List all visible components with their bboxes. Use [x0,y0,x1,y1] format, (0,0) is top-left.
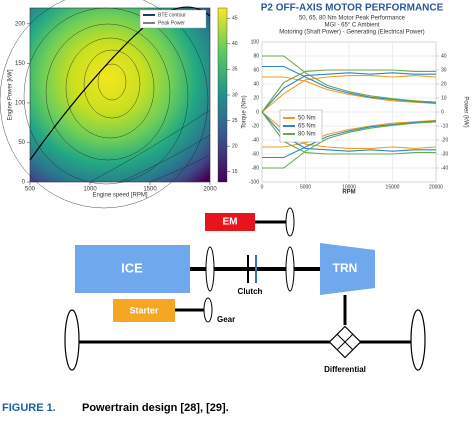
y2-tick-label: 20 [441,81,447,87]
series-line [261,69,436,113]
x-axis-label: Engine speed [RPM] [92,193,147,199]
y-tick-label: -80 [252,165,259,171]
y-tick-label: 100 [15,100,26,106]
node-label: Clutch [238,287,263,296]
series-line [262,120,437,159]
subtitle: Motoring (Shaft Power) - Generating (Ele… [279,30,424,36]
engine-map: BTE contour Peak Power Engine speed [RPM… [0,0,238,209]
x-tick-label: 5000 [300,184,311,190]
gear-disk [203,297,213,323]
legend-label: BTE contour [158,12,186,18]
starter-box [113,299,175,322]
y-tick-label: 50 [18,140,25,146]
x-tick-label: 1500 [143,187,157,193]
series-line [262,121,437,169]
y-tick-label: 60 [253,67,259,73]
series-line [261,111,436,155]
y2-tick-label: -30 [441,151,448,157]
gear-disk [285,246,295,292]
y-tick-label: 40 [253,81,259,87]
plot-frame [29,7,211,183]
contour-field [30,8,210,182]
caption-label: FIGURE 1. [2,402,56,414]
series-line [261,75,437,113]
x-tick-label: 20000 [429,184,443,190]
legend-label: Peak Power [158,20,185,26]
caption-text: Powertrain design [28], [29]. [82,402,229,414]
ice-box [75,245,190,293]
legend-label: 65 Nm [298,124,316,130]
y-tick-label: 80 [253,53,259,59]
y-tick-label: -60 [252,151,259,157]
y2-tick-label: 40 [441,53,447,59]
chart-title: P2 OFF-AXIS MOTOR PERFORMANCE [261,3,444,14]
x-tick-label: 10000 [342,184,356,190]
gear-disk [205,246,215,292]
y-tick-label: -20 [252,123,259,129]
y2-tick-label: -20 [441,137,448,143]
x-tick-label: 15000 [386,184,400,190]
colorbar-tick-label: 20 [232,144,238,150]
y-tick-label: 200 [15,21,26,27]
node-label: Gear [217,315,235,324]
node-label: ICE [121,260,143,275]
subtitle: 50, 65, 80 Nm Motor Peak Performance [299,16,406,22]
colorbar-tick-label: 40 [232,41,238,47]
x-tick-label: 2000 [203,187,217,193]
differential [328,325,362,359]
y-tick-label: -40 [252,137,259,143]
trn-box [320,243,375,295]
colorbar-tick-label: 15 [232,169,238,175]
peak-power-line [29,6,211,161]
x-tick-label: 0 [261,184,264,190]
colorbar-tick-label: 35 [232,67,238,73]
x-tick-label: 500 [25,187,36,193]
y-tick-label: -100 [249,179,259,185]
em-box [205,213,255,231]
series-line [262,55,437,103]
series-line [262,65,437,104]
series-line [261,72,436,113]
colorbar-tick-label: 45 [232,16,238,22]
colorbar-tick-label: 30 [232,92,238,98]
powertrain-diagram: EM ICE TRN Clutch Starter Gear Different… [64,207,426,374]
y2-tick-label: 30 [441,67,447,73]
y2-tick-label: 0 [441,109,444,115]
y2-tick-label: -10 [441,123,448,129]
gear-disk [285,207,295,237]
colorbar [217,7,228,183]
wheel [410,309,426,371]
node-label: TRN [333,261,358,275]
y-tick-label: 0 [22,180,26,186]
y2-tick-label: 10 [441,95,447,101]
y2-axis-label: Power (kW) [462,96,468,127]
legend-label: 80 Nm [298,132,316,138]
node-label: EM [223,217,238,228]
node-label: Starter [129,305,159,315]
subtitle: MGI - 65° C Ambient [324,23,379,29]
x-tick-label: 1000 [83,187,97,193]
y-tick-label: 0 [256,109,259,115]
y2-tick-label: -40 [441,165,448,171]
y-axis-label: Engine Power [kW] [8,69,14,120]
legend-label: 50 Nm [298,116,316,122]
x-axis-label: RPM [342,190,355,196]
y-tick-label: 100 [251,39,260,45]
y-tick-label: 150 [15,61,26,67]
y-tick-label: 20 [253,95,259,101]
y-axis-label: Torque (Nm) [242,95,248,128]
motor-performance-chart: P2 OFF-AXIS MOTOR PERFORMANCE 50, 65, 80… [242,3,469,196]
colorbar-tick-label: 25 [232,118,238,124]
node-label: Differential [324,365,366,374]
wheel [64,309,80,371]
legend [139,9,207,29]
